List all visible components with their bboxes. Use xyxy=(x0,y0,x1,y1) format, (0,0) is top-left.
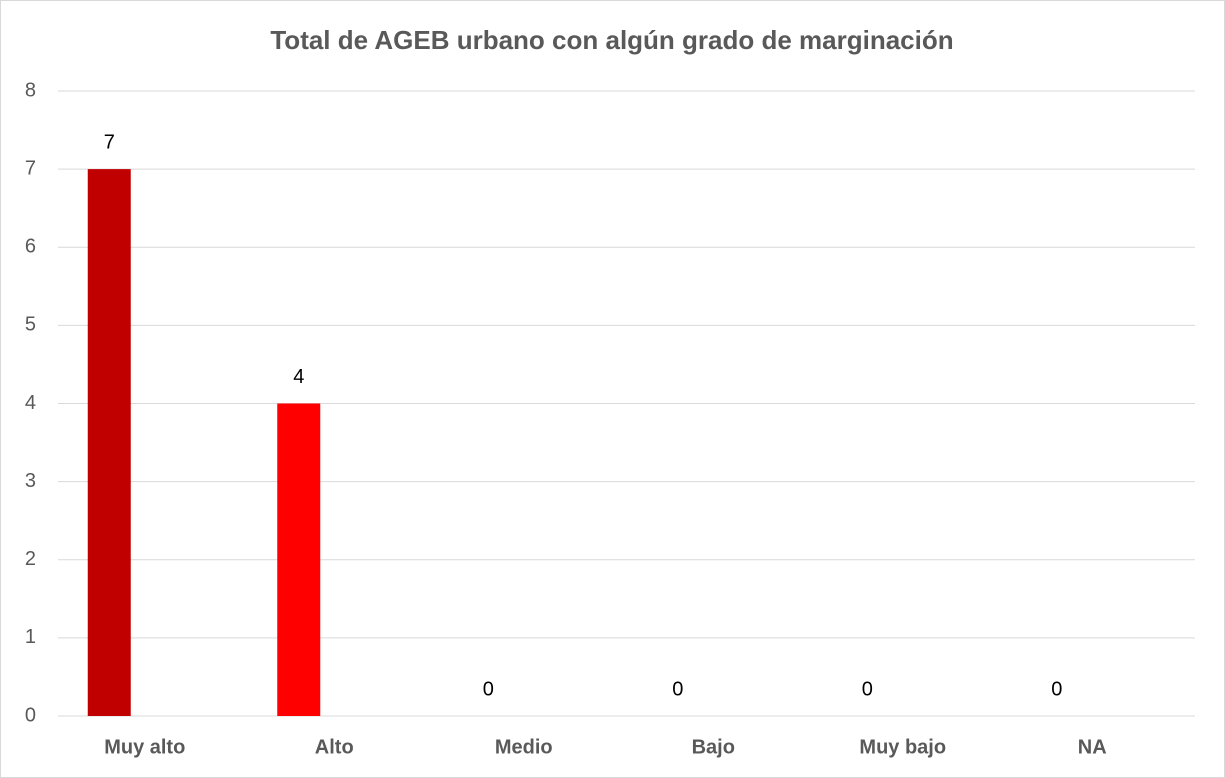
y-tick-label: 4 xyxy=(25,392,36,414)
value-label: 0 xyxy=(483,678,494,700)
x-tick-label: Bajo xyxy=(692,736,735,758)
chart-title: Total de AGEB urbano con algún grado de … xyxy=(270,25,953,55)
y-tick-label: 3 xyxy=(25,470,36,492)
y-tick-label: 8 xyxy=(25,79,36,101)
bar xyxy=(277,403,321,716)
x-tick-label: Muy alto xyxy=(104,736,185,758)
y-tick-label: 7 xyxy=(25,157,36,179)
value-label: 4 xyxy=(293,366,304,388)
y-tick-label: 2 xyxy=(25,548,36,570)
y-tick-label: 5 xyxy=(25,314,36,336)
value-label: 0 xyxy=(672,678,683,700)
y-tick-label: 6 xyxy=(25,236,36,258)
y-tick-label: 0 xyxy=(25,704,36,726)
x-tick-label: Muy bajo xyxy=(859,736,946,758)
bar xyxy=(87,169,131,716)
y-tick-label: 1 xyxy=(25,626,36,648)
value-label: 0 xyxy=(1051,678,1062,700)
value-label: 7 xyxy=(104,131,115,153)
x-tick-label: Medio xyxy=(495,736,553,758)
x-tick-label: Alto xyxy=(315,736,354,758)
x-tick-label: NA xyxy=(1078,736,1107,758)
value-label: 0 xyxy=(862,678,873,700)
